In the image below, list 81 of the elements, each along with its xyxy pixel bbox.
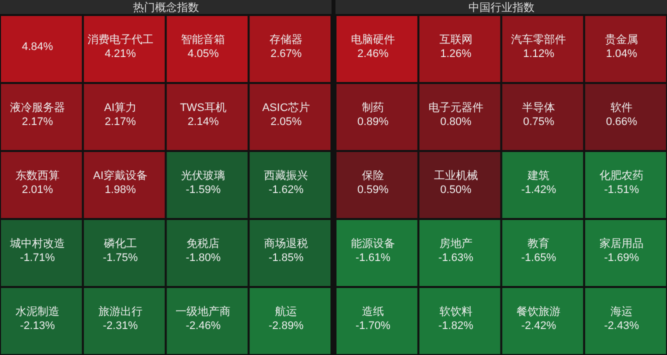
category-label: 磷化工 [102, 237, 137, 250]
data-label: -2.13% [20, 320, 56, 332]
data-label: -2.42% [521, 320, 556, 332]
data-label: -1.75% [102, 252, 138, 264]
category-label: 半导体 [522, 101, 556, 114]
category-label: 工业机械 [434, 169, 478, 182]
category-label: 消费电子代工 [87, 33, 154, 46]
data-label: -2.31% [102, 320, 138, 332]
data-label: -1.70% [356, 320, 391, 332]
text: 中国行业指数 [468, 1, 534, 14]
data-label: -2.46% [186, 320, 221, 332]
data-label: 4.21% [104, 48, 136, 60]
data-label: -1.65% [521, 252, 556, 264]
category-label: 教育 [528, 237, 550, 250]
category-label: 制药 [362, 101, 384, 114]
category-label: 互联网 [439, 34, 472, 46]
data-label: 0.89% [357, 116, 389, 128]
category-label: 贵金属 [605, 33, 638, 46]
data-label: -1.59% [186, 184, 221, 196]
category-label: 海运 [610, 305, 633, 318]
category-label: 家居用品 [600, 237, 644, 250]
data-label: -1.71% [20, 252, 56, 264]
data-label: 0.66% [606, 116, 638, 128]
data-label: 1.12% [523, 48, 554, 60]
category-label: AI穿戴设备 [93, 169, 148, 182]
data-label: 1.04% [606, 48, 638, 60]
category-label: 光伏玻璃 [181, 169, 226, 182]
data-label: -1.42% [521, 184, 556, 196]
category-label: AI算力 [104, 101, 137, 114]
category-label: 汽车零部件 [511, 33, 566, 46]
data-label: 0.59% [357, 184, 389, 196]
data-label: 1.98% [104, 184, 136, 196]
data-label: 2.17% [104, 116, 136, 128]
category-label: 造纸 [362, 305, 384, 318]
category-label: 保险 [362, 170, 384, 182]
category-label: 城中村改造 [8, 237, 65, 250]
data-label: -1.69% [604, 252, 640, 264]
category-label: 航运 [275, 305, 298, 318]
data-label: -1.61% [356, 252, 391, 264]
data-label: -1.82% [438, 320, 474, 332]
category-label: 免税店 [186, 237, 220, 250]
data-label: 2.01% [22, 184, 54, 196]
data-label: -1.62% [268, 184, 304, 196]
data-label: 0.75% [523, 116, 554, 128]
category-label: 化肥农药 [600, 169, 644, 182]
text: 热门概念指数 [132, 1, 199, 14]
category-label: 一级地产商 [176, 305, 231, 318]
data-label: -2.43% [604, 320, 640, 332]
data-label: 0.80% [440, 116, 472, 128]
category-label: 建筑 [526, 169, 550, 182]
data-label: -1.80% [186, 252, 221, 264]
data-label: 2.05% [270, 116, 302, 128]
category-label: 软件 [610, 102, 633, 114]
data-label: 1.26% [440, 48, 472, 60]
data-label: 4.84% [22, 41, 54, 53]
category-label: 电脑硬件 [350, 33, 395, 46]
category-label: 餐饮旅游 [516, 305, 561, 318]
category-label: 存储器 [270, 34, 303, 46]
category-label: 软饮料 [439, 305, 472, 318]
data-label: -1.51% [604, 184, 640, 196]
data-label: 2.46% [357, 48, 389, 60]
category-label: 东数西算 [15, 169, 60, 182]
category-label: ASIC芯片 [262, 101, 310, 114]
data-label: -1.85% [268, 252, 304, 264]
data-label: 2.67% [270, 48, 302, 60]
category-label: 商场退税 [264, 237, 308, 250]
data-label: 2.14% [188, 116, 219, 128]
data-label: 2.17% [22, 116, 54, 128]
data-label: 0.50% [440, 184, 472, 196]
category-label: 西藏振兴 [264, 169, 308, 182]
category-label: 房地产 [439, 237, 472, 250]
category-label: 智能音箱 [181, 33, 226, 46]
category-label: 旅游出行 [98, 305, 142, 318]
data-label: -2.89% [268, 320, 304, 332]
data-label: 4.05% [188, 48, 219, 60]
category-label: 电子元器件 [428, 101, 484, 114]
category-label: TWS耳机 [180, 102, 226, 114]
data-label: -1.63% [438, 252, 474, 264]
category-label: 能源设备 [350, 237, 395, 250]
category-label: 液冷服务器 [10, 101, 65, 114]
category-label: 水泥制造 [15, 305, 60, 318]
